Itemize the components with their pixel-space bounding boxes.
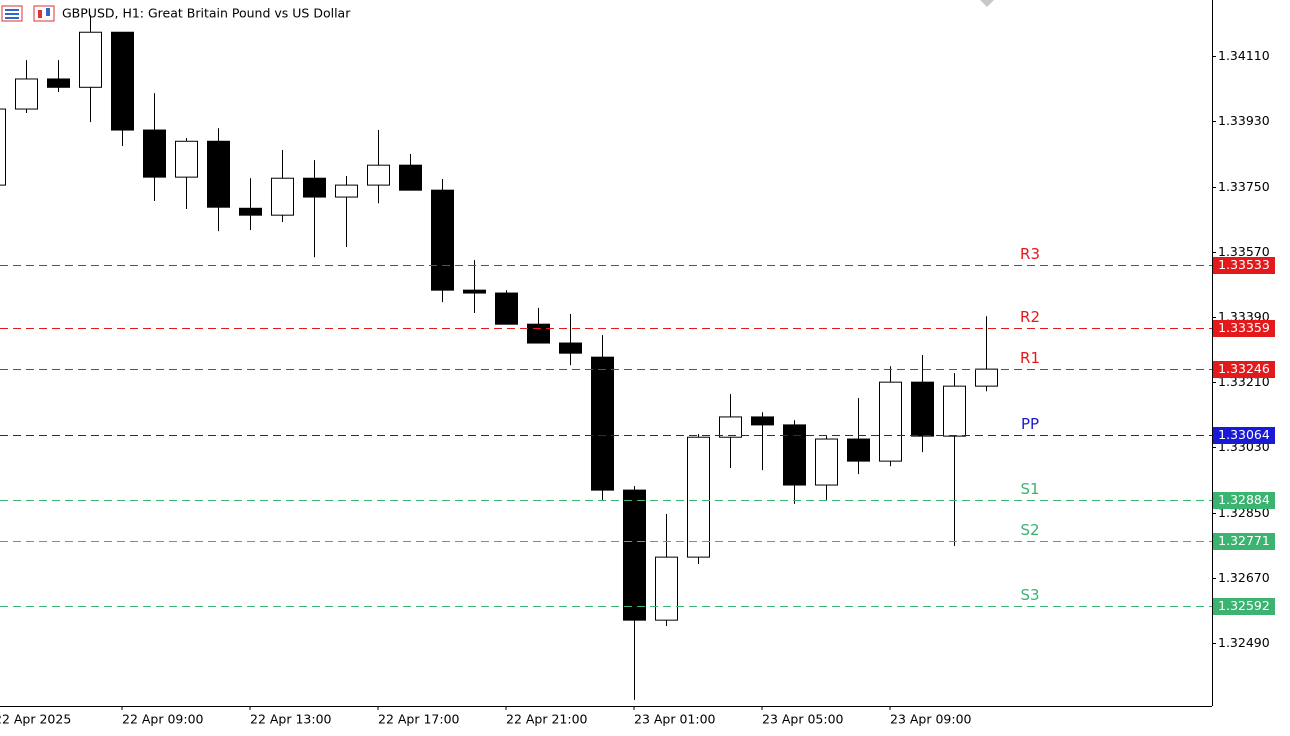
candle-body <box>143 129 166 178</box>
candle-body <box>559 342 582 354</box>
level-name: S3 <box>1020 586 1039 604</box>
candle-body <box>207 140 230 208</box>
candle-body <box>655 556 678 621</box>
x-tick-label: 22 Apr 21:00 <box>506 712 588 727</box>
candle-body <box>335 184 358 198</box>
y-tick-label: 1.34110 <box>1218 48 1270 63</box>
candle-body <box>879 381 902 462</box>
level-price: 1.33533 <box>1218 257 1270 272</box>
icon-line <box>5 13 19 15</box>
candle-body <box>751 416 774 426</box>
level-price: 1.33359 <box>1218 320 1270 335</box>
candle-body <box>111 31 134 131</box>
candle-body <box>367 164 390 186</box>
level-price-box <box>1213 533 1275 550</box>
x-tick-label: 22 Apr 17:00 <box>378 712 460 727</box>
candle-body <box>15 78 38 110</box>
candle-body <box>175 140 198 178</box>
plot-area <box>0 15 1212 700</box>
candle-body <box>527 323 550 344</box>
candle-body <box>399 164 422 191</box>
level-price: 1.32592 <box>1218 598 1270 613</box>
level-name: R2 <box>1020 308 1040 326</box>
candle-body <box>591 356 614 491</box>
candle-body <box>463 289 486 294</box>
candle-body <box>79 31 102 88</box>
level-name: S1 <box>1020 480 1039 498</box>
icon-line <box>5 17 19 19</box>
y-tick-label: 1.33750 <box>1218 179 1270 194</box>
icon-bar <box>46 8 50 16</box>
level-price-box <box>1213 598 1275 615</box>
x-tick-label: 23 Apr 09:00 <box>890 712 972 727</box>
level-price-box <box>1213 492 1275 509</box>
level-name: PP <box>1021 415 1039 433</box>
level-price: 1.33064 <box>1218 427 1270 442</box>
candle-body <box>783 424 806 486</box>
candle-body <box>47 78 70 88</box>
candle-body <box>303 177 326 198</box>
y-tick-label: 1.32670 <box>1218 570 1270 585</box>
x-tick-label: 22 Apr 2025 <box>0 712 71 727</box>
y-tick-label: 1.33930 <box>1218 113 1270 128</box>
candle-body <box>815 438 838 486</box>
marker <box>980 0 994 7</box>
x-tick-label: 23 Apr 05:00 <box>762 712 844 727</box>
level-price: 1.32771 <box>1218 533 1270 548</box>
level-name: R3 <box>1020 245 1040 263</box>
candle-body <box>719 416 742 438</box>
candle-body <box>271 177 294 216</box>
level-price-box <box>1213 257 1275 274</box>
level-price: 1.33246 <box>1218 361 1270 376</box>
level-price: 1.32884 <box>1218 492 1270 507</box>
icon-chart <box>33 5 55 22</box>
x-tick-label: 23 Apr 01:00 <box>634 712 716 727</box>
x-tick-label: 22 Apr 13:00 <box>250 712 332 727</box>
candle-body <box>495 292 518 325</box>
candle-body <box>687 436 710 558</box>
y-tick-label: 1.33570 <box>1218 244 1270 259</box>
level-price-box <box>1213 320 1275 337</box>
candle-body <box>623 489 646 621</box>
level-name: R1 <box>1020 349 1040 367</box>
level-price-box <box>1213 361 1275 378</box>
x-tick-label: 22 Apr 09:00 <box>122 712 204 727</box>
candle-body <box>911 381 934 437</box>
candle-body <box>0 108 6 186</box>
symbol-icons <box>1 5 55 22</box>
candle-body <box>847 438 870 462</box>
icon-bar <box>38 10 42 18</box>
icon-line <box>5 9 19 11</box>
candle-body <box>431 189 454 291</box>
candle-body <box>239 207 262 216</box>
candle-body <box>975 368 998 387</box>
level-price-box <box>1213 427 1275 444</box>
chart-title: GBPUSD, H1: Great Britain Pound vs US Do… <box>62 6 351 21</box>
candle-body <box>943 385 966 437</box>
level-name: S2 <box>1020 521 1039 539</box>
y-tick-label: 1.32490 <box>1218 635 1270 650</box>
